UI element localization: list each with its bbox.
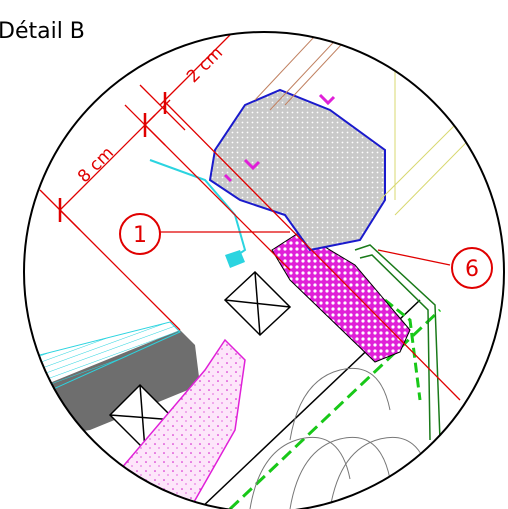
callout-label: 6 [465, 257, 479, 282]
dimension-label: 2 cm [183, 43, 227, 87]
detail-title: Détail B [0, 19, 85, 44]
window-frame [210, 90, 385, 250]
dimension-label: 8 cm [74, 143, 118, 187]
callout-label: 1 [133, 223, 147, 248]
detail-drawing: Détail B 2 cm 8 cm 1 6 [0, 0, 508, 509]
seal-block [272, 232, 410, 362]
drawing-content [20, 20, 508, 509]
